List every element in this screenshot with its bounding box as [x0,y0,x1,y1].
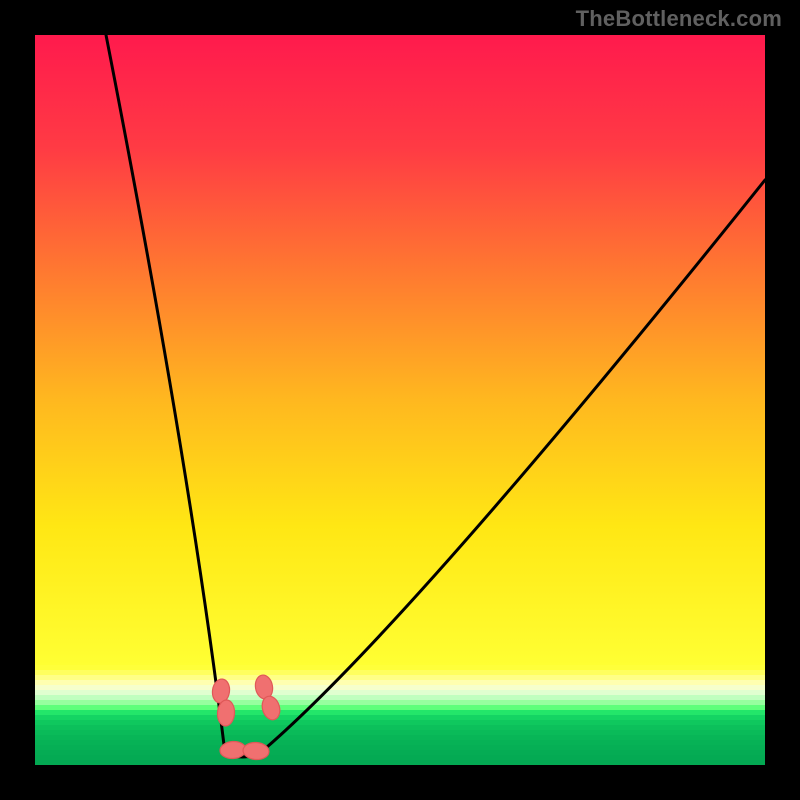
plot-area [35,35,765,765]
curve-layer [35,35,765,765]
bottleneck-curve [106,35,765,757]
chart-frame: TheBottleneck.com [0,0,800,800]
watermark-text: TheBottleneck.com [576,6,782,32]
marker-blobs [211,674,283,761]
